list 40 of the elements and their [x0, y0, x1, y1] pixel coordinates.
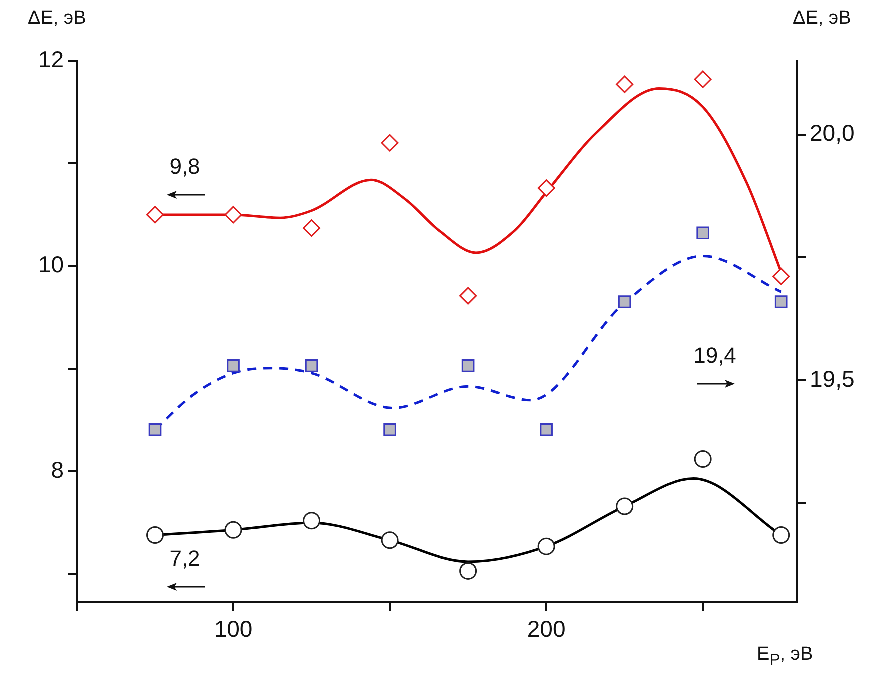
point [772, 268, 790, 286]
point [616, 498, 634, 516]
y2-tick-label: 19,5 [810, 366, 855, 392]
x-axis-title: E$_{P}$, эВ [757, 644, 814, 670]
point [146, 526, 164, 544]
point [616, 76, 634, 94]
point [540, 423, 553, 436]
y2-axis-title: ΔE, эВ [793, 8, 852, 30]
annotation: 9,8 [170, 154, 200, 180]
point [538, 538, 556, 556]
x-tick-label: 200 [527, 616, 566, 642]
point [303, 220, 321, 238]
point [460, 287, 478, 305]
point [618, 296, 632, 308]
point [148, 423, 162, 436]
annotation: 19,4 [694, 343, 736, 368]
y2-tick-label: 20,0 [810, 120, 855, 146]
y-tick-label: 12 [38, 46, 64, 72]
point [694, 450, 712, 468]
point [384, 423, 396, 436]
point [303, 512, 321, 530]
y-tick-label: 10 [38, 252, 64, 278]
point [694, 70, 712, 88]
point [381, 134, 399, 152]
y-tick-label: 8 [51, 456, 64, 483]
point [224, 521, 242, 539]
point [462, 360, 475, 372]
point [227, 360, 240, 372]
point [305, 360, 318, 372]
y-axis-title: ΔE, эВ [28, 8, 86, 30]
annotation: 7,2 [170, 546, 200, 572]
point [538, 180, 556, 198]
point [696, 226, 710, 240]
point [146, 206, 164, 224]
point [774, 296, 788, 308]
point [772, 526, 790, 544]
point [460, 562, 478, 580]
point [381, 532, 399, 550]
x-tick-label: 100 [214, 616, 253, 642]
point [224, 206, 242, 224]
